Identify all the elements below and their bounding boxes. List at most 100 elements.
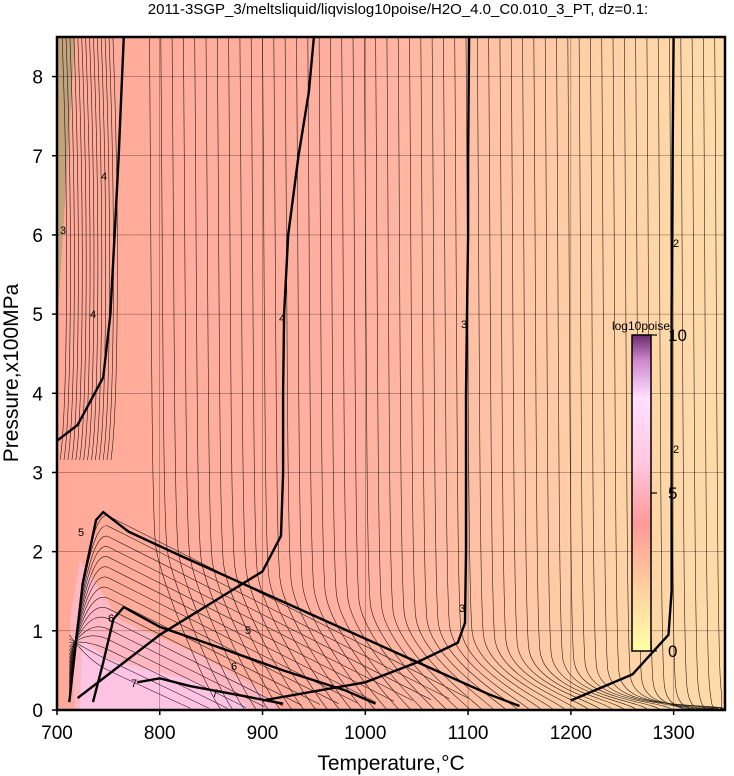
- contour-label-3: 3: [459, 603, 465, 615]
- thin-contour: [420, 37, 507, 710]
- plot-area: 4 4 4 3 3 3 2 2 5 5 6 6 7 7: [57, 37, 725, 710]
- contour-label-7: 7: [212, 688, 218, 700]
- contour-label-3: 3: [461, 319, 467, 331]
- thin-contours: [59, 37, 725, 710]
- thin-contour: [160, 37, 234, 710]
- thin-contour: [194, 37, 270, 710]
- x-axis-ticks: 700 800 900 1000 1100 1200 1300: [41, 710, 695, 744]
- x-tick-label: 800: [144, 723, 176, 744]
- thin-contour: [612, 37, 709, 710]
- thin-contour: [341, 37, 424, 710]
- thin-contour: [431, 37, 519, 710]
- thin-contour: [409, 37, 495, 710]
- contour-label-6: 6: [231, 661, 237, 673]
- contour-label-3: 3: [60, 225, 66, 237]
- contour-level-7: [136, 677, 284, 705]
- contour-level-4: [57, 37, 125, 442]
- contour-level-5: [68, 510, 520, 708]
- thin-contour: [556, 37, 649, 710]
- thin-contour: [110, 37, 118, 461]
- thin-contour: [63, 37, 71, 461]
- grid-lines: [57, 37, 725, 710]
- thin-contour: [69, 545, 413, 701]
- contour-level-2: [570, 37, 675, 702]
- contour-label-4: 4: [279, 313, 285, 325]
- plot-frame: [55, 35, 727, 712]
- thin-contour: [69, 641, 228, 709]
- thin-contour: [75, 37, 83, 461]
- y-tick-label: 7: [32, 147, 43, 168]
- contour-label-5: 5: [245, 625, 251, 637]
- thin-contour: [544, 37, 638, 710]
- colorbar: log10poise 0 5 10: [612, 319, 687, 661]
- thin-contour: [386, 37, 471, 710]
- y-tick-label: 5: [32, 305, 43, 326]
- colorbar-title: log10poise: [612, 319, 670, 333]
- x-tick-label: 900: [247, 723, 279, 744]
- thin-contour: [69, 556, 395, 702]
- contour-label-5: 5: [78, 527, 84, 539]
- y-tick-label: 0: [32, 701, 43, 722]
- colorbar-tick-label: 5: [668, 484, 677, 503]
- thin-contour: [69, 566, 376, 703]
- thin-contour: [171, 37, 246, 710]
- thin-contour: [71, 37, 79, 461]
- thin-contour: [79, 37, 87, 461]
- contour-label-2: 2: [673, 444, 679, 456]
- x-axis-title: Temperature,°C: [317, 752, 464, 775]
- contour-level-4: [76, 37, 316, 700]
- thin-contour: [307, 37, 388, 710]
- x-tick-label: 1300: [652, 723, 694, 744]
- thin-contour: [69, 535, 432, 700]
- thin-contour: [69, 616, 284, 707]
- y-tick-label: 2: [32, 543, 43, 564]
- contour-level-6: [91, 605, 377, 705]
- thin-contour: [217, 37, 293, 710]
- thin-contour: [69, 634, 191, 709]
- x-tick-label: 700: [41, 723, 73, 744]
- y-axis-ticks: 0 1 2 3 4 5 6 7 8: [32, 68, 57, 722]
- contour-label-4: 4: [90, 309, 96, 321]
- contour-labels: 4 4 4 3 3 3 2 2 5 5 6 6 7 7: [60, 171, 679, 700]
- y-tick-label: 3: [32, 463, 43, 484]
- thin-contour: [250, 37, 329, 710]
- colorbar-ticks: 0 5 10: [651, 326, 687, 661]
- thin-contour: [510, 37, 602, 710]
- y-axis-title: Pressure,x100MPa: [0, 283, 23, 462]
- thin-contour: [533, 37, 626, 710]
- colorbar-tick-label: 0: [668, 642, 677, 661]
- colorbar-tick-label: 10: [668, 326, 687, 345]
- thin-contour: [69, 596, 321, 705]
- y-tick-label: 8: [32, 68, 43, 89]
- thin-contour: [375, 37, 460, 710]
- contour-label-2: 2: [673, 238, 679, 250]
- contour-level-3: [262, 37, 471, 702]
- thin-contour: [87, 37, 95, 461]
- thin-contour: [567, 37, 661, 710]
- thin-contour: [522, 37, 614, 710]
- y-tick-label: 6: [32, 226, 43, 247]
- thin-contour: [443, 37, 531, 710]
- thin-contour: [703, 37, 725, 710]
- thin-contour: [69, 607, 302, 706]
- chart-title: 2011-3SGP_3/meltsliquid/liqvislog10poise…: [148, 1, 648, 18]
- thin-contour: [83, 37, 91, 461]
- thin-contour: [296, 37, 376, 710]
- thin-contour: [106, 37, 114, 461]
- colorbar-scale: [631, 334, 652, 652]
- y-tick-label: 1: [32, 622, 43, 643]
- thin-contour: [228, 37, 305, 710]
- thin-contour: [624, 37, 721, 710]
- low-pressure-deep-pink-region: [80, 640, 250, 710]
- thin-contour: [98, 37, 106, 461]
- contour-label-4: 4: [101, 171, 107, 183]
- thin-contour: [69, 638, 210, 709]
- thin-contour: [91, 37, 99, 461]
- thin-contour: [578, 37, 673, 710]
- major-contours: [57, 37, 675, 708]
- thin-contour: [454, 37, 543, 710]
- y-tick-label: 4: [32, 384, 43, 405]
- contour-label-7: 7: [131, 678, 137, 690]
- thin-contour: [262, 37, 341, 710]
